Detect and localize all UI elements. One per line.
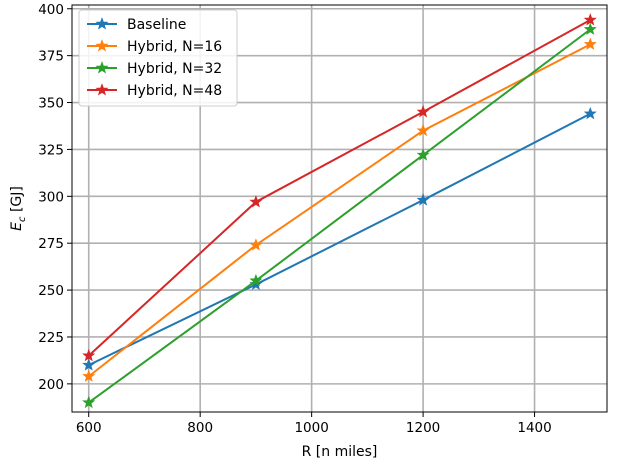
series-group: [82, 22, 597, 409]
y-tick-label: 225: [38, 330, 64, 346]
legend-label: Hybrid, N=48: [127, 83, 222, 99]
y-tick-label: 400: [38, 2, 64, 18]
x-tick-label: 600: [76, 420, 102, 436]
y-tick-label: 375: [38, 49, 64, 65]
y-tick-label: 325: [38, 142, 64, 158]
x-tick-label: 1400: [517, 420, 551, 436]
x-tick-label: 1200: [406, 420, 440, 436]
data-point-star: [82, 358, 96, 371]
legend-item: Hybrid, N=32: [87, 61, 222, 77]
plot-frame: [71, 4, 608, 413]
legend: Baseline Hybrid, N=16 Hybrid, N=32 Hybrid, …: [78, 9, 238, 107]
series-line: [88, 43, 591, 378]
data-point-star: [82, 348, 96, 362]
y-axis-label-unit: [GJ]: [9, 186, 25, 216]
series-line: [88, 28, 591, 404]
data-point-star: [416, 193, 430, 206]
data-point-star: [249, 195, 263, 208]
y-tick-label: 275: [38, 236, 64, 252]
series-group: [82, 37, 597, 382]
data-point-star: [249, 273, 263, 287]
series-group: [82, 13, 597, 362]
data-point-star: [583, 22, 597, 35]
series-group: [82, 106, 597, 371]
y-tick-label: 200: [38, 377, 64, 393]
y-tick-label: 250: [38, 283, 64, 299]
data-point-star: [416, 148, 430, 161]
y-tick-label: 350: [38, 96, 64, 112]
data-point-star: [416, 123, 430, 137]
legend-item: Hybrid, N=16: [87, 39, 222, 55]
data-point-star: [249, 238, 263, 251]
legend-star-icon: [95, 61, 109, 74]
legend-item: Baseline: [87, 17, 186, 33]
legend-item: Hybrid, N=48: [87, 83, 222, 99]
legend-star-icon: [95, 83, 109, 96]
series-line: [88, 19, 591, 357]
legend-box: [78, 9, 238, 107]
data-point-star: [249, 277, 263, 291]
series-line: [88, 112, 591, 367]
y-axis-label-main: E: [9, 222, 25, 231]
data-point-star: [583, 106, 597, 120]
legend-label: Hybrid, N=32: [127, 61, 222, 77]
x-tick-label: 800: [187, 420, 213, 436]
data-point-star: [82, 369, 96, 382]
legend-star-icon: [95, 39, 109, 52]
y-tick-label: 300: [38, 189, 64, 205]
y-axis-label-subscript: c: [17, 216, 28, 222]
x-tick-label: 1000: [294, 420, 328, 436]
legend-label: Baseline: [127, 17, 186, 33]
axis-ticks: 600 800 1000 1200 1400 200 225 250 275 300 325 350 3…: [38, 2, 552, 436]
data-point-star: [583, 37, 597, 50]
data-point-star: [583, 13, 597, 26]
legend-star-icon: [95, 17, 109, 30]
series-lines: [82, 13, 597, 409]
data-point-star: [82, 395, 96, 409]
y-axis-label: Ec [GJ]: [9, 186, 28, 231]
legend-label: Hybrid, N=16: [127, 39, 222, 55]
data-point-star: [416, 105, 430, 118]
x-axis-label: R [n miles]: [302, 444, 378, 460]
